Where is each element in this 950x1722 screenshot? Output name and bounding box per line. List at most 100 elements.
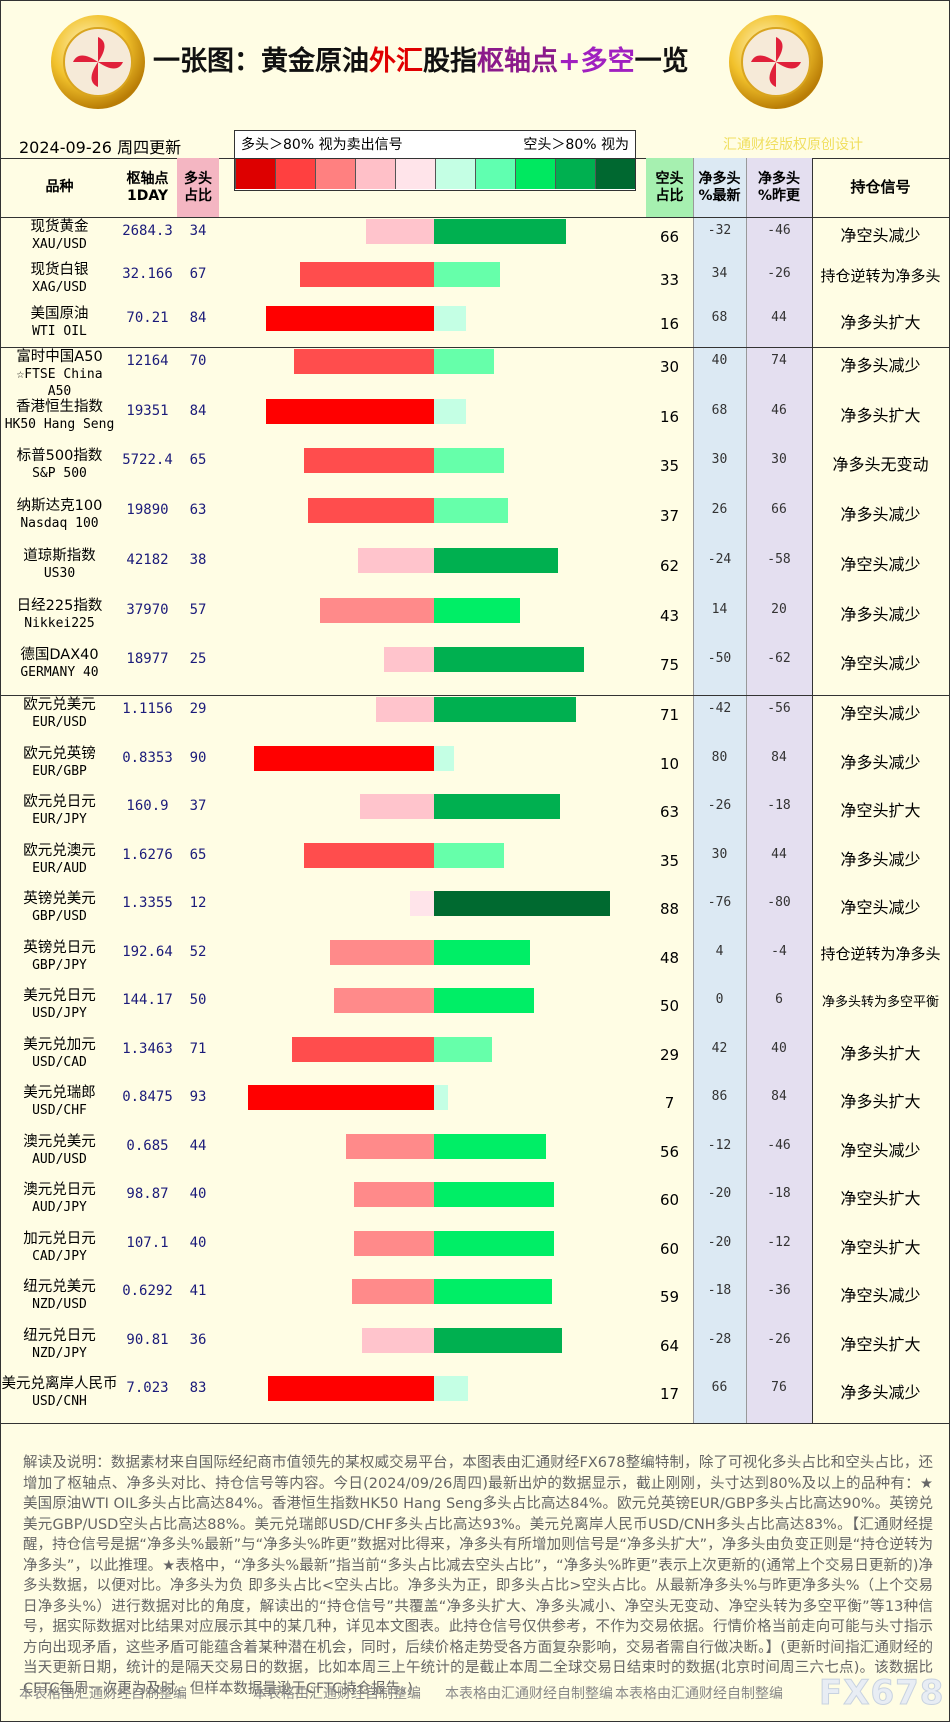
long-pct: 36 xyxy=(189,1331,207,1348)
instrument-name: 现货黄金 xyxy=(30,219,89,235)
instrument-cell: 纽元兑美元 NZD/USD xyxy=(1,1279,118,1313)
instrument-code: EUR/AUD xyxy=(32,860,87,876)
instrument-code: USD/JPY xyxy=(32,1006,87,1022)
instrument-code: NZD/JPY xyxy=(32,1345,87,1361)
long-pct: 93 xyxy=(189,1089,207,1106)
pivot: 160.9 xyxy=(126,798,169,815)
short-pct: 48 xyxy=(659,948,680,967)
group-separator xyxy=(1,695,949,696)
long-pct: 25 xyxy=(189,651,207,668)
header-bottom xyxy=(1,217,949,218)
title-part: 一张图：黄金原油 xyxy=(153,46,369,77)
long-pct: 70 xyxy=(189,353,207,369)
signal: 净多头转为多空平衡 xyxy=(821,995,939,1011)
instrument-code: US30 xyxy=(43,565,76,581)
net-latest: 68 xyxy=(711,309,728,325)
net-latest: 40 xyxy=(711,353,728,368)
long-pct: 40 xyxy=(189,1186,207,1203)
long-bar xyxy=(292,1036,434,1062)
net-latest: 68 xyxy=(711,402,728,418)
short-pct: 88 xyxy=(659,900,680,919)
pivot: 1.3355 xyxy=(122,895,173,912)
long-pct: 83 xyxy=(189,1380,207,1397)
pivot: 32.166 xyxy=(122,266,173,283)
short-pct: 35 xyxy=(659,851,680,870)
header-long-bg xyxy=(177,158,219,217)
column-header: 净多头 %最新 xyxy=(698,170,741,204)
short-pct: 37 xyxy=(659,507,680,526)
long-bar xyxy=(384,647,434,673)
title-part: +多空 xyxy=(558,46,635,77)
instrument-name: 富时中国A50 xyxy=(16,349,103,365)
pivot: 0.8353 xyxy=(122,749,173,766)
short-bar xyxy=(434,939,530,965)
short-bar xyxy=(434,1036,492,1062)
logo-right xyxy=(729,15,823,109)
signal: 净空头减少 xyxy=(840,554,921,574)
long-pct: 40 xyxy=(189,1234,207,1251)
instrument-cell: 加元兑日元 CAD/JPY xyxy=(1,1231,118,1265)
legend-swatch xyxy=(515,158,555,189)
short-bar xyxy=(434,1133,546,1159)
instrument-code: GBP/USD xyxy=(32,909,87,925)
net-latest: 14 xyxy=(711,601,728,617)
long-bar xyxy=(354,1182,434,1208)
title-part: 一览 xyxy=(634,46,689,77)
signal: 净空头扩大 xyxy=(840,1237,921,1257)
long-bar xyxy=(358,547,434,573)
instrument-name: 纳斯达克100 xyxy=(16,498,103,515)
instrument-cell: 英镑兑美元 GBP/USD xyxy=(1,891,118,925)
short-bar xyxy=(434,448,504,474)
signal: 净多头减少 xyxy=(840,356,921,375)
short-bar xyxy=(434,891,610,917)
short-pct: 17 xyxy=(659,1385,680,1404)
short-bar xyxy=(434,1085,448,1111)
instrument-cell: 现货白银 XAG/USD xyxy=(1,262,118,296)
short-bar xyxy=(434,1279,552,1305)
net-latest: -50 xyxy=(707,651,732,667)
net-prev: -46 xyxy=(767,1137,791,1153)
net-latest: -26 xyxy=(707,798,732,814)
pivot: 5722.4 xyxy=(122,452,173,469)
net-latest: 42 xyxy=(711,1040,728,1056)
short-pct: 63 xyxy=(659,803,680,822)
long-bar xyxy=(308,498,434,524)
title-part: 股指 xyxy=(423,46,477,77)
col-border xyxy=(693,158,694,1423)
instrument-cell: 标普500指数 S&P 500 xyxy=(1,448,118,482)
instrument-name: 香港恒生指数 xyxy=(16,398,103,415)
instrument-name: 澳元兑美元 xyxy=(23,1133,96,1150)
instrument-code: AUD/USD xyxy=(32,1151,87,1167)
title-part: 外汇 xyxy=(369,46,423,77)
brand: FX678 xyxy=(818,1673,945,1714)
instrument-name: 美元兑瑞郎 xyxy=(23,1085,96,1102)
column-header: 枢轴点 1DAY xyxy=(126,170,169,204)
column-header: 品种 xyxy=(45,179,74,195)
short-pct: 60 xyxy=(659,1239,680,1258)
pivot: 144.17 xyxy=(122,992,173,1009)
net-prev: -18 xyxy=(767,798,791,814)
short-bar xyxy=(434,842,504,868)
legend-swatch xyxy=(355,158,395,189)
net-latest: -20 xyxy=(707,1234,732,1250)
instrument-cell: 欧元兑日元 EUR/JPY xyxy=(1,794,118,828)
long-bar xyxy=(354,1230,434,1256)
short-pct: 59 xyxy=(659,1288,680,1307)
signal: 净多头无变动 xyxy=(832,455,929,475)
legend-left: 多头＞80% 视为卖出信号 xyxy=(241,137,403,153)
instrument-code: GERMANY 40 xyxy=(20,665,99,681)
instrument-cell: 欧元兑英镑 EUR/GBP xyxy=(1,746,118,780)
footer-note: 解读及说明：数据素材来自国际经纪商市值领先的某权威交易平台，本图表由汇通财经FX… xyxy=(23,1455,933,1697)
short-pct: 43 xyxy=(659,606,680,625)
short-pct: 35 xyxy=(659,457,680,476)
instrument-code: EUR/GBP xyxy=(32,763,87,779)
long-pct: 50 xyxy=(189,992,207,1009)
long-bar xyxy=(266,305,434,331)
credit: 本表格由汇通财经自制整编 xyxy=(615,1686,783,1702)
signal: 净多头扩大 xyxy=(840,312,921,332)
long-bar xyxy=(320,597,434,623)
signal: 净空头减少 xyxy=(840,1140,921,1160)
instrument-name: 德国DAX40 xyxy=(20,647,99,664)
net-latest: -76 xyxy=(707,895,732,911)
instrument-code: Nikkei225 xyxy=(24,615,95,631)
